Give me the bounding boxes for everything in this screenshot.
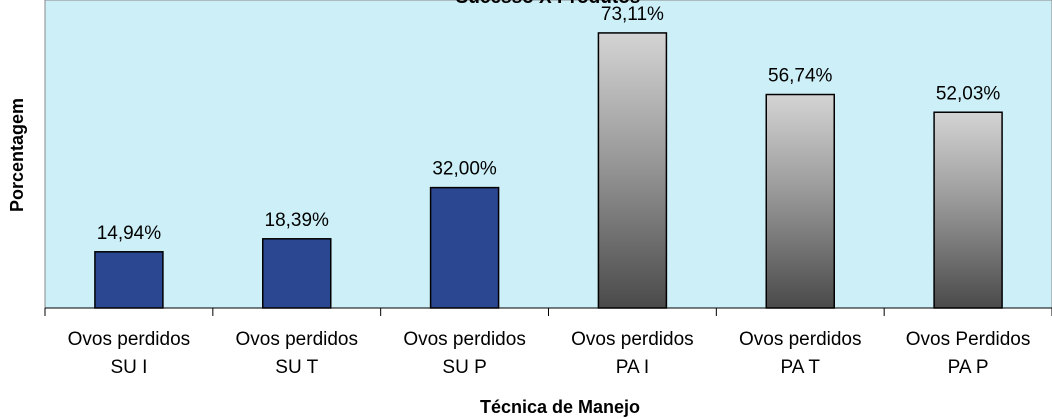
x-tick-label: Ovos perdidos <box>68 329 191 350</box>
bar <box>933 111 1003 309</box>
x-tick-label: Ovos perdidos <box>403 329 526 350</box>
value-label: 14,94% <box>97 223 162 244</box>
bar <box>429 186 500 309</box>
x-tick-label: SU P <box>442 357 486 378</box>
x-tick-label: PA P <box>948 357 989 378</box>
x-tick-label: SU I <box>110 357 147 378</box>
x-tick-label: Ovos perdidos <box>235 329 358 350</box>
value-label: 56,74% <box>768 66 833 87</box>
value-label: 73,11% <box>601 4 664 25</box>
chart-title: Sucesso X Produtos <box>456 0 641 8</box>
x-tick-label: PA T <box>781 357 821 378</box>
plot-area <box>44 0 1052 309</box>
value-label: 18,39% <box>265 210 330 231</box>
x-tick-label: PA I <box>616 357 649 378</box>
bar <box>597 32 668 309</box>
bar <box>765 93 835 309</box>
x-tick-label: SU T <box>275 357 318 378</box>
x-tick-label: Ovos perdidos <box>739 329 862 350</box>
value-label: 52,03% <box>936 83 1001 104</box>
x-tick-label: Ovos Perdidos <box>906 329 1031 350</box>
value-label: 32,00% <box>432 159 497 180</box>
y-axis-label: Porcentagem <box>7 98 27 212</box>
x-axis-label: Técnica de Manejo <box>480 397 640 417</box>
bar <box>262 238 332 309</box>
bar <box>94 251 164 309</box>
x-tick-label: Ovos perdidos <box>571 329 694 350</box>
